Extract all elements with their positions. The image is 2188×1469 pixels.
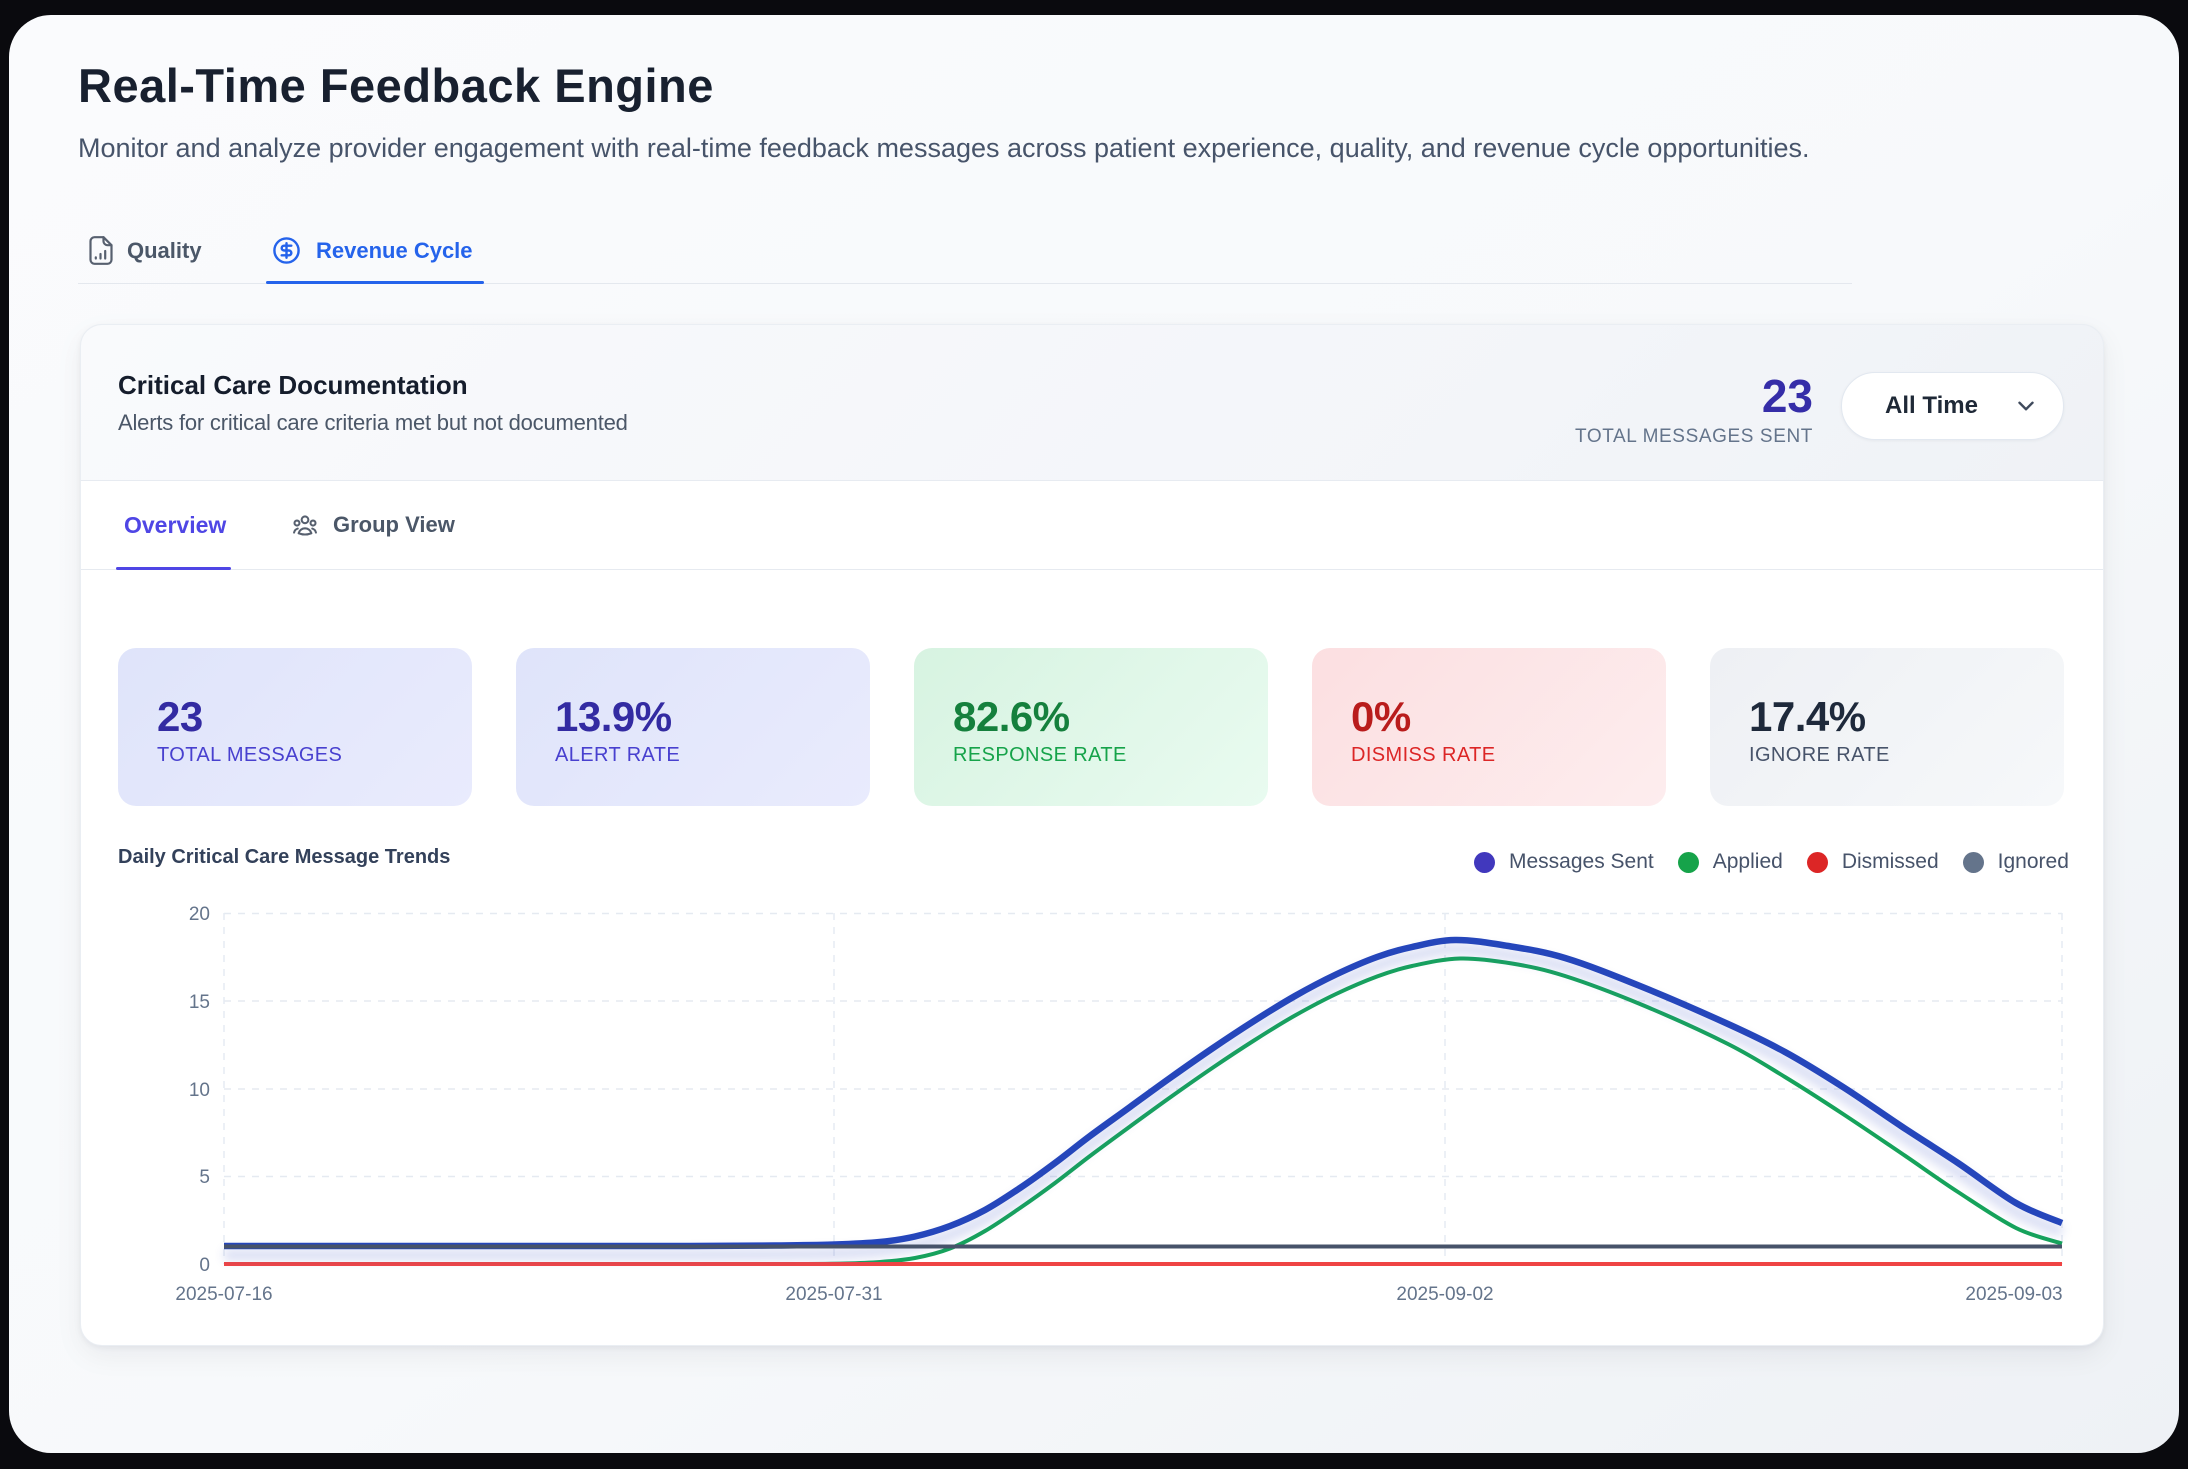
svg-text:15: 15 (189, 992, 210, 1013)
svg-text:2025-09-02: 2025-09-02 (1396, 1284, 1493, 1305)
svg-text:0: 0 (199, 1255, 210, 1276)
svg-text:5: 5 (199, 1167, 210, 1188)
svg-text:20: 20 (189, 904, 210, 925)
svg-text:2025-07-16: 2025-07-16 (175, 1284, 272, 1305)
svg-text:2025-07-31: 2025-07-31 (785, 1284, 882, 1305)
svg-text:2025-09-03: 2025-09-03 (1965, 1284, 2062, 1305)
svg-text:10: 10 (189, 1080, 210, 1101)
